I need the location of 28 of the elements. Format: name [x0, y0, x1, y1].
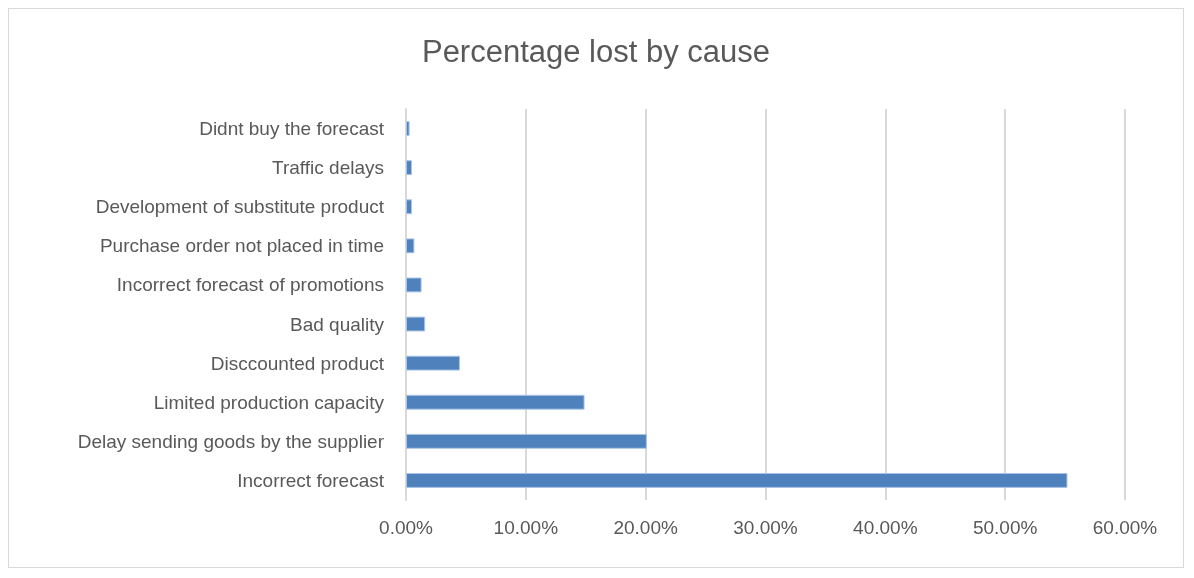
y-tick-label: Disccounted product [210, 352, 385, 374]
bar [406, 199, 412, 215]
y-tick-label: Didnt buy the forecast [199, 118, 385, 140]
y-tick-label: Development of substitute product [95, 196, 385, 218]
y-tick-label: Delay sending goods by the supplier [77, 430, 385, 452]
y-tick-label: Limited production capacity [153, 391, 385, 413]
x-tick-label: 10.00% [493, 517, 559, 538]
bar [406, 316, 426, 332]
y-tick-label: Traffic delays [272, 157, 384, 179]
x-tick-label: 30.00% [733, 517, 798, 538]
x-tick-label: 20.00% [613, 517, 678, 538]
x-tick-label: 40.00% [853, 517, 918, 538]
x-tick-label: 50.00% [972, 517, 1038, 538]
y-tick-label: Incorrect forecast [237, 469, 385, 491]
y-tick-label: Incorrect forecast of promotions [116, 274, 384, 296]
bar [406, 473, 1068, 488]
y-tick-label: Purchase order not placed in time [99, 235, 384, 257]
bar [406, 238, 415, 254]
bar [406, 355, 460, 371]
y-tick-label: Bad quality [289, 313, 385, 335]
bar [406, 277, 422, 293]
x-tick-label: 0.00% [379, 517, 434, 538]
x-tick-label: 60.00% [1092, 517, 1158, 538]
bar [406, 394, 585, 410]
bar [406, 121, 410, 136]
bar [406, 160, 412, 176]
bar [406, 433, 647, 449]
chart-title: Percentage lost by cause [421, 34, 771, 69]
